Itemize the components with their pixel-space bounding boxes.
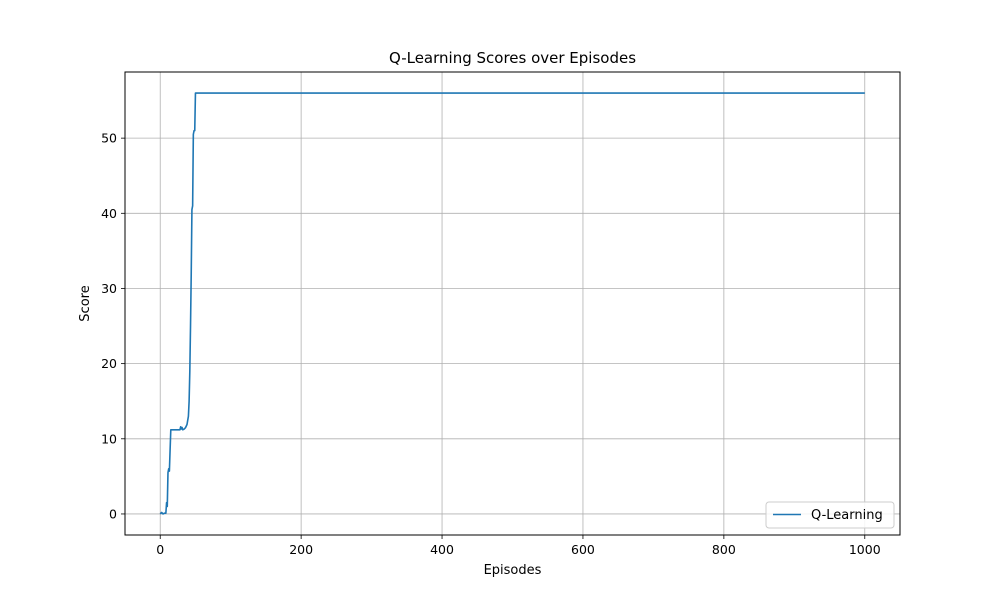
y-tick-label: 20: [101, 356, 117, 371]
y-tick-label: 0: [109, 506, 117, 521]
y-tick-label: 10: [101, 431, 117, 446]
x-tick-label: 400: [430, 542, 454, 557]
legend: Q-Learning: [765, 501, 895, 529]
y-tick-label: 50: [101, 131, 117, 146]
grid: [125, 72, 900, 535]
chart-title: Q-Learning Scores over Episodes: [389, 49, 636, 67]
y-tick-label: 30: [101, 281, 117, 296]
x-tick-label: 200: [289, 542, 313, 557]
x-tick-label: 800: [712, 542, 736, 557]
x-tick-label: 1000: [849, 542, 881, 557]
series-layer: [159, 92, 865, 515]
x-tick-label: 0: [156, 542, 164, 557]
y-axis-label: Score: [78, 285, 93, 321]
x-tick-label: 600: [571, 542, 595, 557]
legend-label: Q-Learning: [811, 508, 883, 523]
series-line-q-learning: [159, 92, 865, 515]
ticks: 0 200 400 600 800 1000 0 10 20 30 40 50: [101, 131, 881, 557]
x-axis-label: Episodes: [484, 563, 542, 578]
axes-frame: [124, 71, 901, 536]
legend-box: [765, 501, 895, 529]
y-tick-label: 40: [101, 206, 117, 221]
